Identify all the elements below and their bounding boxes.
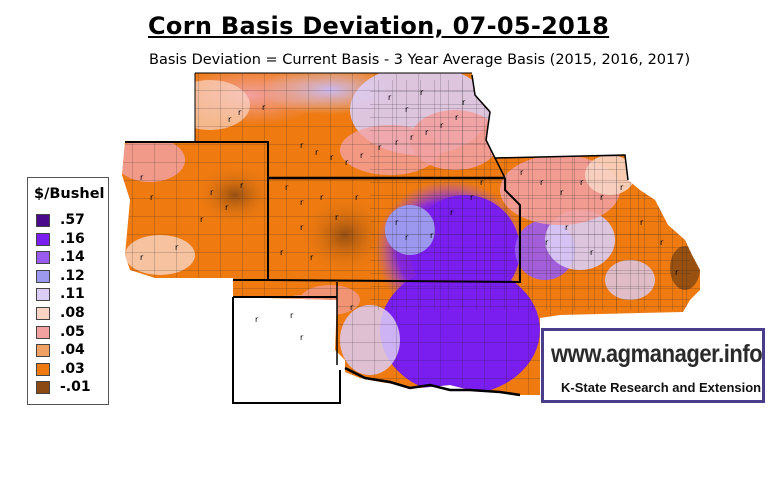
svg-text:r: r (228, 115, 232, 124)
svg-text:r: r (262, 103, 266, 112)
legend-label: .04 (60, 342, 85, 359)
svg-text:r: r (560, 188, 564, 197)
legend-item: .04 (36, 342, 106, 359)
svg-text:r: r (405, 105, 409, 114)
legend-label: -.01 (60, 379, 91, 396)
legend-item: .03 (36, 360, 106, 377)
legend-item: .11 (36, 286, 106, 303)
map-title: Corn Basis Deviation, 07-05-2018 (148, 12, 610, 40)
svg-text:r: r (440, 121, 444, 130)
legend-item: .12 (36, 267, 106, 284)
svg-text:r: r (565, 223, 569, 232)
svg-text:r: r (520, 168, 524, 177)
legend-item: .57 (36, 212, 106, 228)
svg-text:r: r (150, 193, 154, 202)
legend-title: $/Bushel (34, 186, 105, 202)
map-subtitle: Basis Deviation = Current Basis - 3 Year… (149, 52, 691, 68)
state-borders (125, 72, 629, 404)
legend-label: .11 (60, 286, 85, 303)
svg-text:r: r (285, 183, 289, 192)
svg-text:r: r (640, 218, 644, 227)
svg-text:r: r (240, 181, 244, 190)
svg-text:r: r (345, 158, 349, 167)
svg-text:r: r (330, 153, 334, 162)
legend-swatch (36, 325, 50, 339)
svg-text:r: r (280, 248, 284, 257)
legend-swatch (36, 288, 50, 302)
svg-text:r: r (600, 193, 604, 202)
svg-text:r: r (315, 148, 319, 157)
legend: $/Bushel .57 .16 .14.12 .11 .08 .05 .04.03 -.01 (27, 177, 109, 405)
legend-label: .57 (60, 212, 85, 228)
legend-item: -.01 (36, 379, 106, 396)
svg-text:r: r (545, 238, 549, 247)
elevator-markers: rrr rrr rrr rrr rrr rrr rrr r rr rrr rrr … (140, 88, 679, 342)
svg-text:r: r (300, 141, 304, 150)
legend-swatch (36, 362, 50, 376)
svg-text:r: r (580, 178, 584, 187)
legend-swatch (36, 251, 50, 265)
svg-text:r: r (200, 215, 204, 224)
svg-text:r: r (255, 315, 259, 324)
svg-text:r: r (395, 138, 399, 147)
svg-text:r: r (355, 193, 359, 202)
logo-url-text: www.agmanager.info (551, 340, 763, 368)
svg-text:r: r (455, 113, 459, 122)
svg-text:r: r (388, 93, 392, 102)
svg-text:r: r (675, 268, 679, 277)
legend-item: .14 (36, 249, 106, 266)
logo-org-text: K-State Research and Extension (561, 380, 762, 395)
agmanager-logo[interactable]: www.agmanager.info K-State Research and … (541, 328, 765, 403)
svg-text:r: r (300, 333, 304, 342)
svg-text:r: r (360, 151, 364, 160)
svg-text:r: r (425, 128, 429, 137)
svg-text:r: r (335, 213, 339, 222)
legend-label: .05 (60, 323, 85, 340)
svg-text:r: r (450, 208, 454, 217)
svg-text:r: r (238, 108, 242, 117)
svg-text:r: r (378, 143, 382, 152)
legend-swatch (36, 307, 50, 320)
legend-item: .05 (36, 323, 106, 340)
svg-text:r: r (410, 133, 414, 142)
svg-text:r: r (405, 233, 409, 242)
svg-text:r: r (225, 203, 229, 212)
svg-text:r: r (660, 238, 664, 247)
svg-text:r: r (140, 173, 144, 182)
svg-text:r: r (590, 248, 594, 257)
svg-text:r: r (210, 188, 214, 197)
svg-text:r: r (420, 88, 424, 97)
svg-text:r: r (480, 178, 484, 187)
legend-item: .16 (36, 230, 106, 247)
svg-text:r: r (300, 198, 304, 207)
svg-text:r: r (300, 223, 304, 232)
legend-swatch (36, 232, 50, 246)
svg-text:r: r (540, 178, 544, 187)
legend-swatch (36, 381, 50, 395)
svg-text:r: r (310, 253, 314, 262)
legend-label: .16 (60, 230, 85, 247)
legend-item: .08 (36, 305, 106, 321)
legend-label: .12 (60, 267, 85, 284)
legend-label: .08 (60, 305, 85, 321)
svg-text:r: r (140, 253, 144, 262)
svg-text:r: r (395, 218, 399, 227)
legend-swatch (36, 344, 50, 358)
legend-swatch (36, 269, 50, 283)
legend-label: .03 (60, 360, 85, 377)
svg-text:r: r (430, 231, 434, 240)
svg-text:r: r (320, 193, 324, 202)
svg-text:r: r (175, 243, 179, 252)
svg-text:r: r (350, 303, 354, 312)
svg-text:r: r (290, 311, 294, 320)
svg-text:r: r (462, 98, 466, 107)
legend-swatch (36, 214, 50, 227)
svg-text:r: r (620, 183, 624, 192)
legend-label: .14 (60, 249, 85, 266)
svg-text:r: r (470, 193, 474, 202)
